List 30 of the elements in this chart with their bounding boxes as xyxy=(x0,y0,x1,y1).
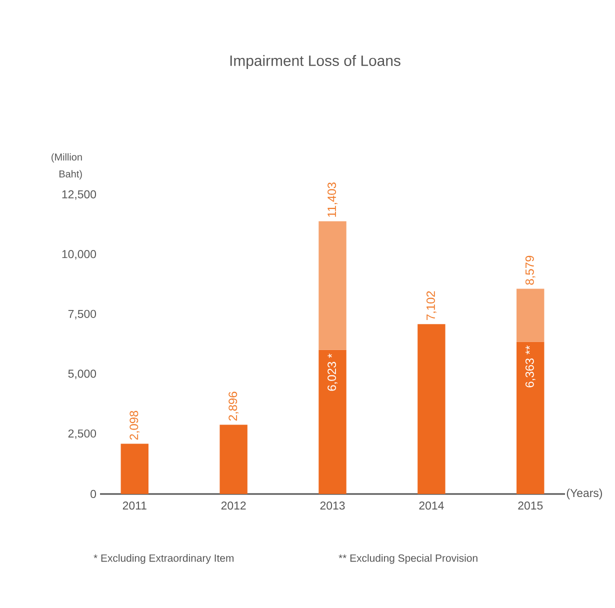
text: * Excluding Extraordinary Item xyxy=(94,554,234,564)
x-axis-title: (Years) xyxy=(566,488,602,500)
data-label: 2,098 xyxy=(130,410,140,440)
bar xyxy=(516,342,544,494)
y-tick-label: 0 xyxy=(90,490,96,498)
data-label: 7,102 xyxy=(426,291,436,320)
x-tick-label: 2013 xyxy=(320,502,345,510)
total-label: 8,579 xyxy=(525,256,536,285)
x-tick-label: 2015 xyxy=(518,502,543,510)
total-label: 11,403 xyxy=(328,182,338,217)
x-tick-label: 2011 xyxy=(122,502,146,510)
bar xyxy=(318,350,346,494)
data-label: 6,023 * xyxy=(328,354,338,391)
bar xyxy=(220,424,248,494)
y-axis-title: (Million Baht) xyxy=(52,153,82,180)
chart-title: Impairment Loss of Loans xyxy=(230,55,400,69)
y-tick-label: 5,000 xyxy=(68,370,96,380)
x-tick-label: 2014 xyxy=(419,502,444,510)
bar xyxy=(516,288,544,342)
bar xyxy=(418,324,446,494)
text: ** Excluding Special Provision xyxy=(338,554,478,564)
y-tick-label: 12,500 xyxy=(62,190,96,200)
y-tick-label: 7,500 xyxy=(68,310,96,320)
y-tick-label: 2,500 xyxy=(68,429,96,439)
y-tick-label: 10,000 xyxy=(62,250,96,260)
data-label: 2,896 xyxy=(228,392,239,421)
bar xyxy=(318,221,346,350)
data-label: 6,363 ** xyxy=(525,346,536,388)
bar xyxy=(120,444,148,494)
x-tick-label: 2012 xyxy=(221,502,246,510)
